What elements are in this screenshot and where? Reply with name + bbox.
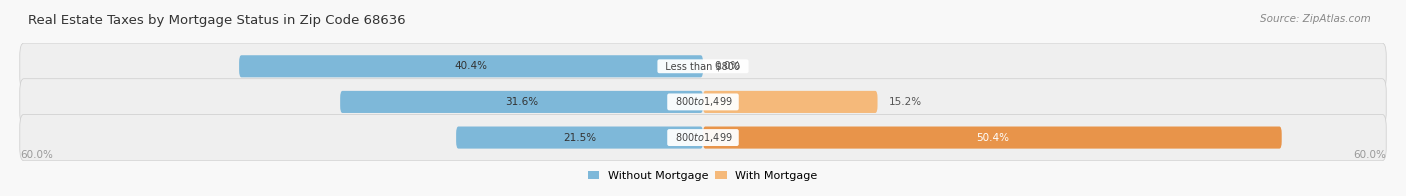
Text: 60.0%: 60.0% bbox=[20, 150, 52, 160]
FancyBboxPatch shape bbox=[239, 55, 703, 77]
Text: 60.0%: 60.0% bbox=[1354, 150, 1386, 160]
Text: Real Estate Taxes by Mortgage Status in Zip Code 68636: Real Estate Taxes by Mortgage Status in … bbox=[28, 14, 406, 27]
Text: 15.2%: 15.2% bbox=[889, 97, 922, 107]
Text: 21.5%: 21.5% bbox=[562, 132, 596, 142]
Text: Less than $800: Less than $800 bbox=[659, 61, 747, 71]
FancyBboxPatch shape bbox=[340, 91, 703, 113]
Text: Source: ZipAtlas.com: Source: ZipAtlas.com bbox=[1260, 14, 1371, 24]
Text: 50.4%: 50.4% bbox=[976, 132, 1010, 142]
FancyBboxPatch shape bbox=[456, 126, 703, 149]
Text: 31.6%: 31.6% bbox=[505, 97, 538, 107]
FancyBboxPatch shape bbox=[20, 79, 1386, 125]
Legend: Without Mortgage, With Mortgage: Without Mortgage, With Mortgage bbox=[588, 171, 818, 181]
FancyBboxPatch shape bbox=[703, 126, 1282, 149]
Text: 40.4%: 40.4% bbox=[454, 61, 488, 71]
FancyBboxPatch shape bbox=[703, 91, 877, 113]
Text: 0.0%: 0.0% bbox=[714, 61, 741, 71]
FancyBboxPatch shape bbox=[20, 43, 1386, 90]
Text: $800 to $1,499: $800 to $1,499 bbox=[669, 95, 737, 108]
FancyBboxPatch shape bbox=[20, 114, 1386, 161]
Text: $800 to $1,499: $800 to $1,499 bbox=[669, 131, 737, 144]
